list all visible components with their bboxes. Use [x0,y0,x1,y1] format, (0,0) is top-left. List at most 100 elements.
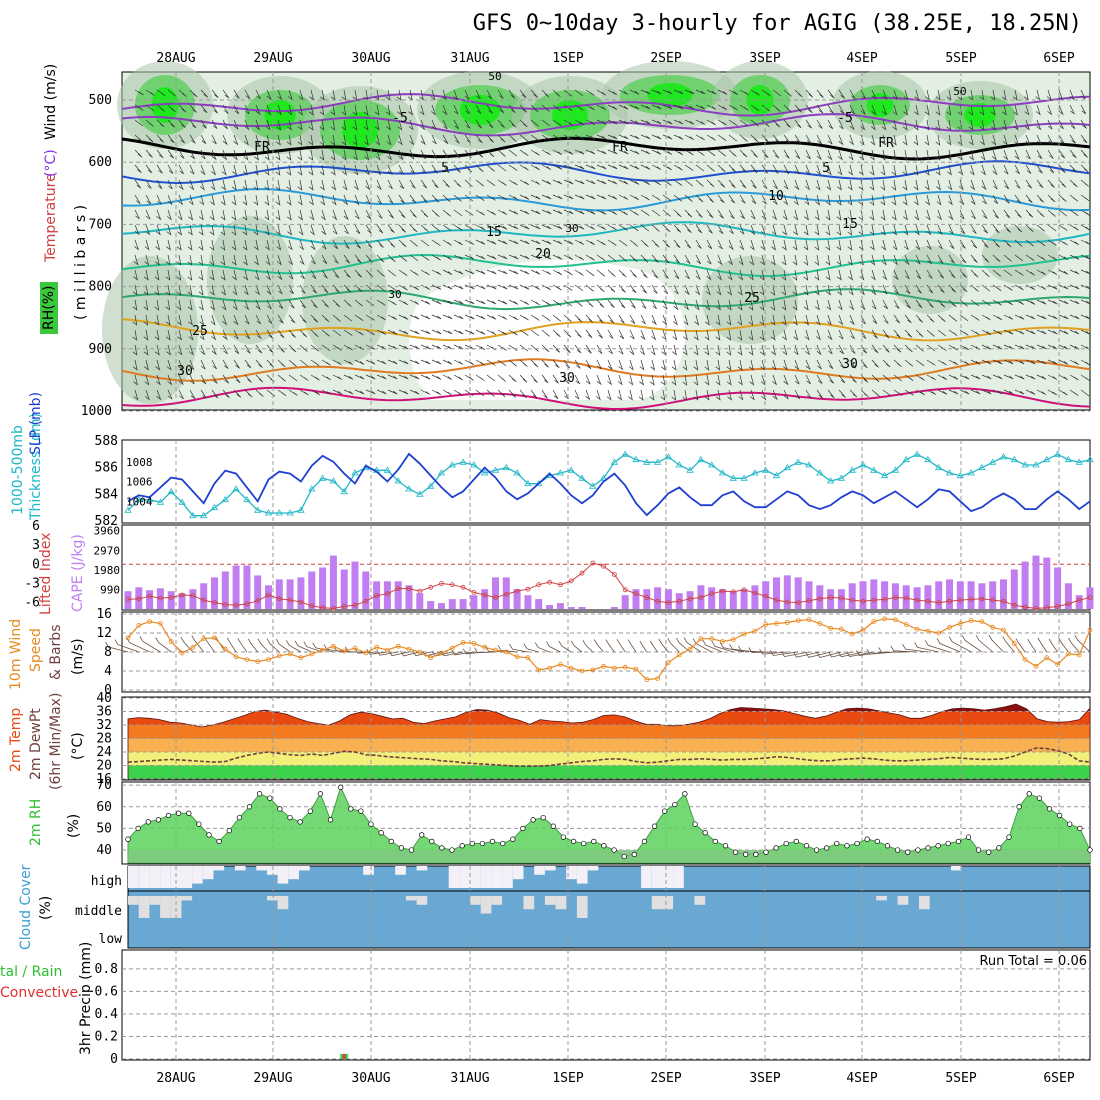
wind-barb [651,284,658,294]
dewpoint-series [127,747,1091,767]
wind-barb [629,89,640,95]
rh-contour-label: 30 [388,288,401,301]
thickness-marker [902,455,910,463]
wind-barb [737,344,743,356]
wind-barb [704,389,710,401]
wind-barb [717,104,728,111]
wind-barb [222,134,228,146]
y-tick-label: 4 [104,664,112,679]
wind-barb [639,374,644,386]
wind-barb [881,239,887,251]
wind-barb [1058,119,1064,130]
wind-barb [671,389,677,401]
wind-barb [640,134,651,140]
cloud-high-cell [480,866,492,888]
rh-point [803,843,810,849]
wind-barb [563,239,574,245]
wind-barb [847,209,853,221]
wind-barb [706,179,715,188]
wind-barb [398,314,409,320]
wind-barb [869,149,875,161]
wind-barb [596,104,607,111]
wind-barb [330,134,336,146]
wind-barb [519,119,528,128]
wind-barb [167,374,173,386]
wind-barb-10m [139,636,161,653]
wind-barb [563,104,573,111]
rh-point [935,843,941,849]
wind-barb [948,269,956,279]
wind-barb [134,194,141,204]
wind-barb [759,299,765,311]
wind-barb [156,149,164,159]
wind-barb-10m [257,638,269,653]
wind-barb [132,284,138,296]
rh-point [743,851,749,858]
wind-barb [737,299,743,311]
wind-barb [420,179,428,189]
wind-barb [431,329,442,335]
wind-barb [935,119,941,131]
wind-barb [761,209,767,221]
wind-speed-point [266,657,271,662]
wind-barb [387,224,395,233]
wind-barb [782,224,788,236]
thickness-marker [221,495,229,503]
wind-barb [563,224,574,230]
wind-barb [748,314,754,326]
wind-barb [869,179,875,191]
wind-barb [166,239,171,251]
wind-barb [827,344,833,355]
wind-barb [992,329,1003,335]
wind-barb [1047,299,1058,305]
wind-barb [233,389,242,398]
wind-barb [574,104,584,111]
wind-barb [277,299,284,309]
lifted-index-point [622,587,628,593]
wind-barb [717,164,726,173]
cape-bar [448,599,456,609]
wind-barb [187,284,193,296]
wind-barb [354,269,363,278]
wind-barb [486,149,495,158]
wind-barb [552,269,563,276]
wind-barb [981,164,987,176]
lifted-index-point [233,602,239,608]
wind-barb [1069,104,1075,115]
wind-barb [1003,224,1011,233]
wind-barb [849,389,858,398]
wind-barb [946,149,952,161]
iso-30 [121,358,1091,382]
wind-barb [563,314,572,322]
wind-barb [134,179,142,189]
wind-barb [552,224,563,230]
wind-barb [771,239,776,251]
wind-barb [926,239,932,251]
wind-barb [726,344,732,356]
date-label-bottom: 2SEP [650,1071,681,1086]
wind-barb [849,89,856,99]
wind-barb [880,224,886,236]
y-tick-label: 3 [32,538,40,553]
wind-barb [198,239,204,251]
wind-barb [145,134,154,143]
label-temp-unit-2m: (°C) [70,732,86,760]
wind-barb [508,374,517,383]
wind-speed-point [1011,641,1017,646]
wind-barb [1014,164,1020,175]
wind-barb [607,299,615,308]
wind-barb-10m [1058,637,1069,653]
rh-point [651,823,658,829]
wind-barb [827,119,834,130]
wind-barb [1058,359,1069,365]
thickness-marker [805,461,813,468]
wind-barb [969,149,974,161]
rh-point [216,838,222,845]
rh-point [1036,795,1043,801]
wind-barb [497,119,505,128]
y-tick-label: 582 [95,514,118,529]
wind-barb [737,329,743,341]
wind-barb [673,119,684,125]
wind-barb [563,299,573,307]
cloud-high-cell [160,866,171,888]
